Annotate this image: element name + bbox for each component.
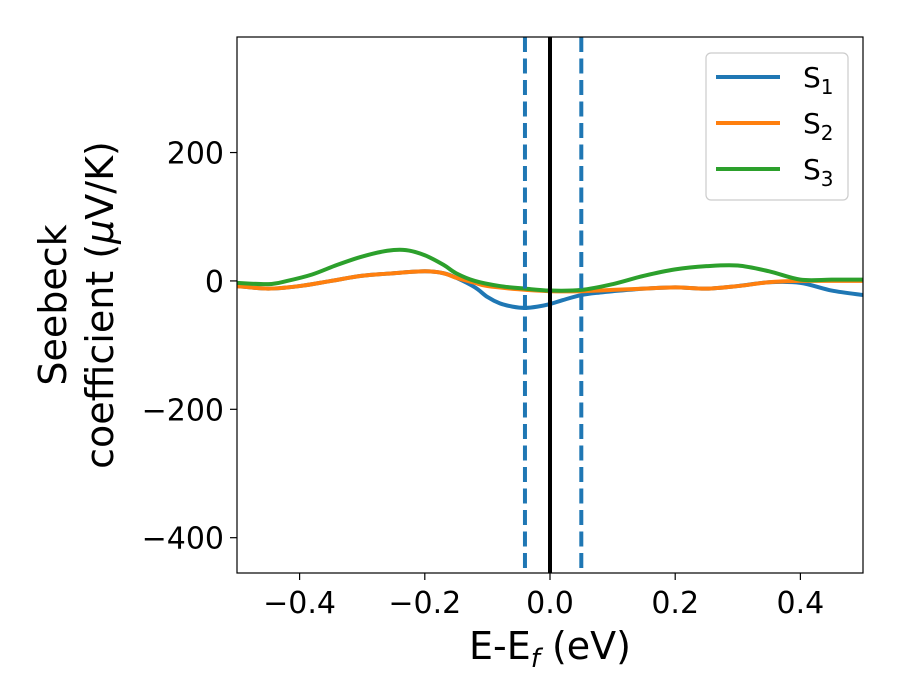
- x-tick-label: −0.2: [388, 586, 461, 621]
- legend-label-s3: S3: [803, 153, 834, 191]
- x-axis-label: E-Ef (eV): [469, 624, 631, 674]
- x-tick-label: 0.4: [777, 586, 825, 621]
- legend-label-s1: S1: [803, 61, 834, 99]
- y-axis-label-line1: Seebeck: [31, 224, 75, 385]
- y-axis-label-line2: coefficient (μV/K): [78, 141, 122, 469]
- x-tick-label: 0.2: [651, 586, 699, 621]
- y-tick-label: 200: [167, 137, 224, 172]
- series-line-s3: [237, 247, 863, 293]
- legend-box: [705, 52, 849, 201]
- legend-label-s2: S2: [803, 107, 834, 145]
- x-tick-label: −0.4: [263, 586, 336, 621]
- axis-ticks: −0.4 −0.2 0.0 0.2 0.4 −400 −200 0 200: [142, 137, 825, 621]
- y-tick-label: −400: [142, 522, 224, 557]
- y-axis-label: Seebeck coefficient (μV/K): [31, 141, 122, 469]
- y-tick-label: 0: [205, 265, 224, 300]
- y-tick-label: −200: [142, 393, 224, 428]
- x-tick-label: 0.0: [526, 586, 574, 621]
- legend: S1 S2 S3: [705, 52, 849, 201]
- plot-lines: [237, 37, 863, 573]
